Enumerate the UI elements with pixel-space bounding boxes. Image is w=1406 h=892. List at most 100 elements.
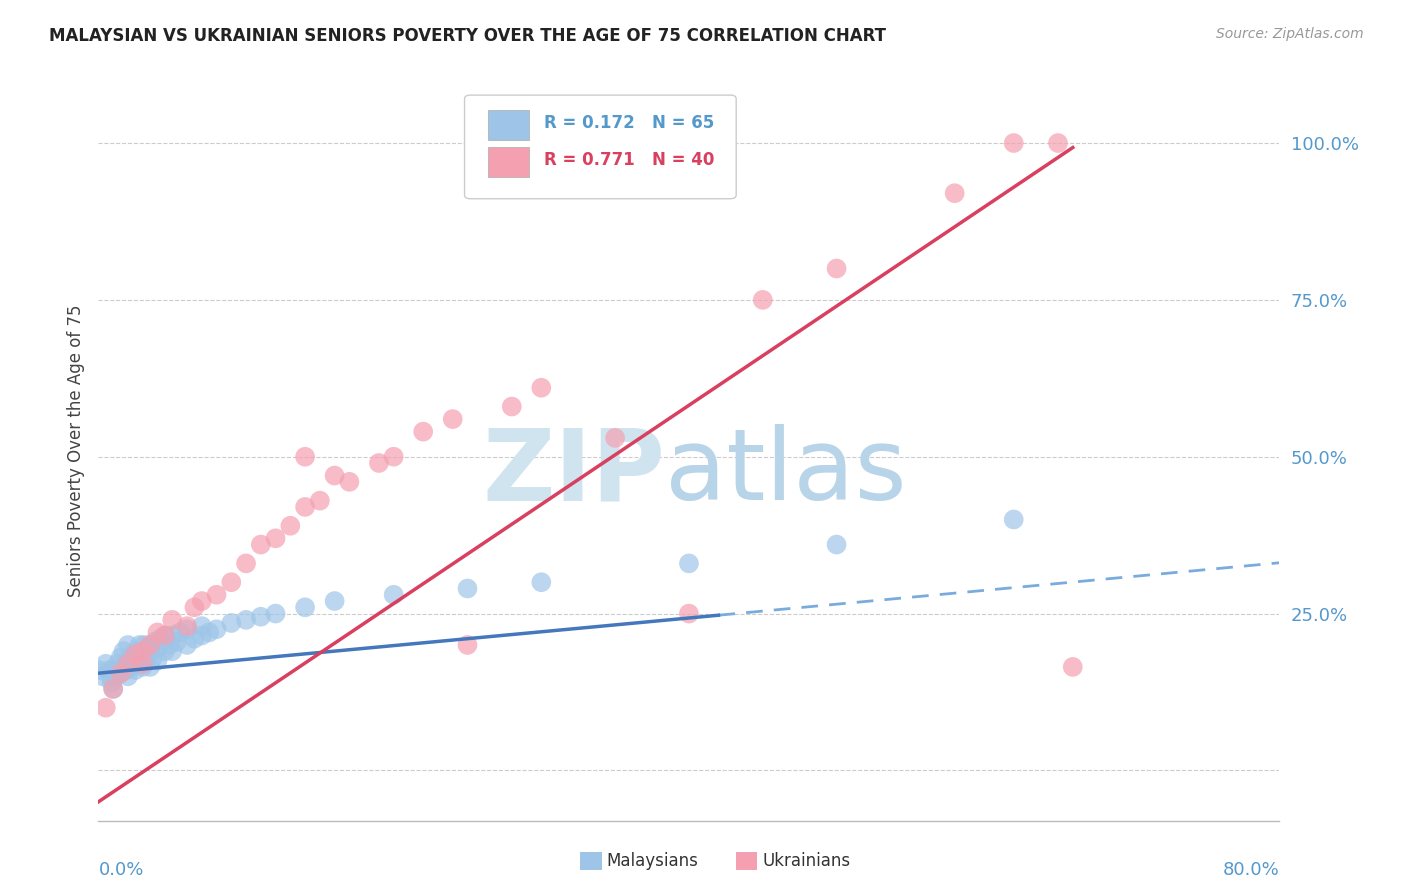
Point <box>825 261 848 276</box>
Point <box>157 638 180 652</box>
Point <box>153 644 176 658</box>
Point <box>943 186 966 201</box>
Point <box>183 600 205 615</box>
Point <box>1046 136 1070 150</box>
Point <box>117 654 139 668</box>
Point <box>94 700 117 714</box>
Point <box>112 644 135 658</box>
Point <box>122 657 145 671</box>
Point <box>457 582 479 596</box>
Point <box>100 675 122 690</box>
Point <box>139 644 162 658</box>
Point <box>169 625 191 640</box>
Point <box>382 588 405 602</box>
Point <box>149 632 172 646</box>
Point <box>139 660 162 674</box>
Point <box>221 575 243 590</box>
Point <box>1002 136 1025 150</box>
Point <box>132 657 155 671</box>
Point <box>264 607 287 621</box>
Point <box>146 641 169 656</box>
Text: 0.0%: 0.0% <box>98 862 143 880</box>
Point <box>250 609 273 624</box>
Point <box>103 681 125 696</box>
Point <box>183 632 205 646</box>
Point <box>142 650 165 665</box>
Point <box>309 493 332 508</box>
Point <box>110 650 132 665</box>
Bar <box>488 110 530 139</box>
Point <box>264 531 287 545</box>
Point <box>94 657 117 671</box>
Point <box>132 648 155 662</box>
Point <box>176 619 198 633</box>
Point <box>457 638 479 652</box>
Point <box>117 669 139 683</box>
Point <box>1002 512 1025 526</box>
Point <box>120 660 142 674</box>
Point <box>752 293 775 307</box>
Point <box>441 412 464 426</box>
Point <box>323 468 346 483</box>
Point <box>117 638 139 652</box>
Text: atlas: atlas <box>665 425 907 521</box>
Point <box>501 400 523 414</box>
Point <box>124 663 146 677</box>
Point <box>191 629 214 643</box>
Point <box>323 594 346 608</box>
Point <box>339 475 361 489</box>
Point <box>176 638 198 652</box>
Point <box>235 557 257 571</box>
Point <box>530 381 553 395</box>
Point <box>87 663 110 677</box>
Point <box>132 644 155 658</box>
Point <box>678 557 700 571</box>
Point <box>124 648 146 662</box>
Point <box>235 613 257 627</box>
Text: Ukrainians: Ukrainians <box>762 853 851 871</box>
Point <box>176 622 198 636</box>
Point <box>605 431 627 445</box>
Point <box>135 654 157 668</box>
Point <box>98 669 121 683</box>
Point <box>108 663 131 677</box>
Point <box>368 456 391 470</box>
Point <box>103 681 125 696</box>
Point <box>115 663 138 677</box>
Point <box>205 622 228 636</box>
Point <box>153 629 176 643</box>
Point <box>1062 660 1084 674</box>
Point <box>678 607 700 621</box>
Text: 80.0%: 80.0% <box>1223 862 1279 880</box>
Point <box>132 660 155 674</box>
Point <box>136 641 159 656</box>
Point <box>294 500 316 514</box>
Point <box>124 644 146 658</box>
Point <box>191 619 214 633</box>
Point <box>250 538 273 552</box>
Y-axis label: Seniors Poverty Over the Age of 75: Seniors Poverty Over the Age of 75 <box>66 304 84 597</box>
FancyBboxPatch shape <box>464 95 737 199</box>
Point <box>103 663 125 677</box>
Point <box>162 629 183 643</box>
Point <box>97 663 120 677</box>
Point <box>221 615 243 630</box>
Point <box>114 657 136 671</box>
Point <box>825 538 848 552</box>
Point <box>128 638 150 652</box>
Point <box>280 518 302 533</box>
Point <box>530 575 553 590</box>
Text: R = 0.771   N = 40: R = 0.771 N = 40 <box>544 152 714 169</box>
Point <box>110 666 132 681</box>
Point <box>146 654 169 668</box>
Point <box>134 638 156 652</box>
Point <box>191 594 214 608</box>
Text: MALAYSIAN VS UKRAINIAN SENIORS POVERTY OVER THE AGE OF 75 CORRELATION CHART: MALAYSIAN VS UKRAINIAN SENIORS POVERTY O… <box>49 27 886 45</box>
Point <box>91 669 114 683</box>
Point <box>121 650 143 665</box>
Point <box>117 657 139 671</box>
Point <box>412 425 434 439</box>
Text: Source: ZipAtlas.com: Source: ZipAtlas.com <box>1216 27 1364 41</box>
Point <box>205 588 228 602</box>
Point <box>143 635 166 649</box>
